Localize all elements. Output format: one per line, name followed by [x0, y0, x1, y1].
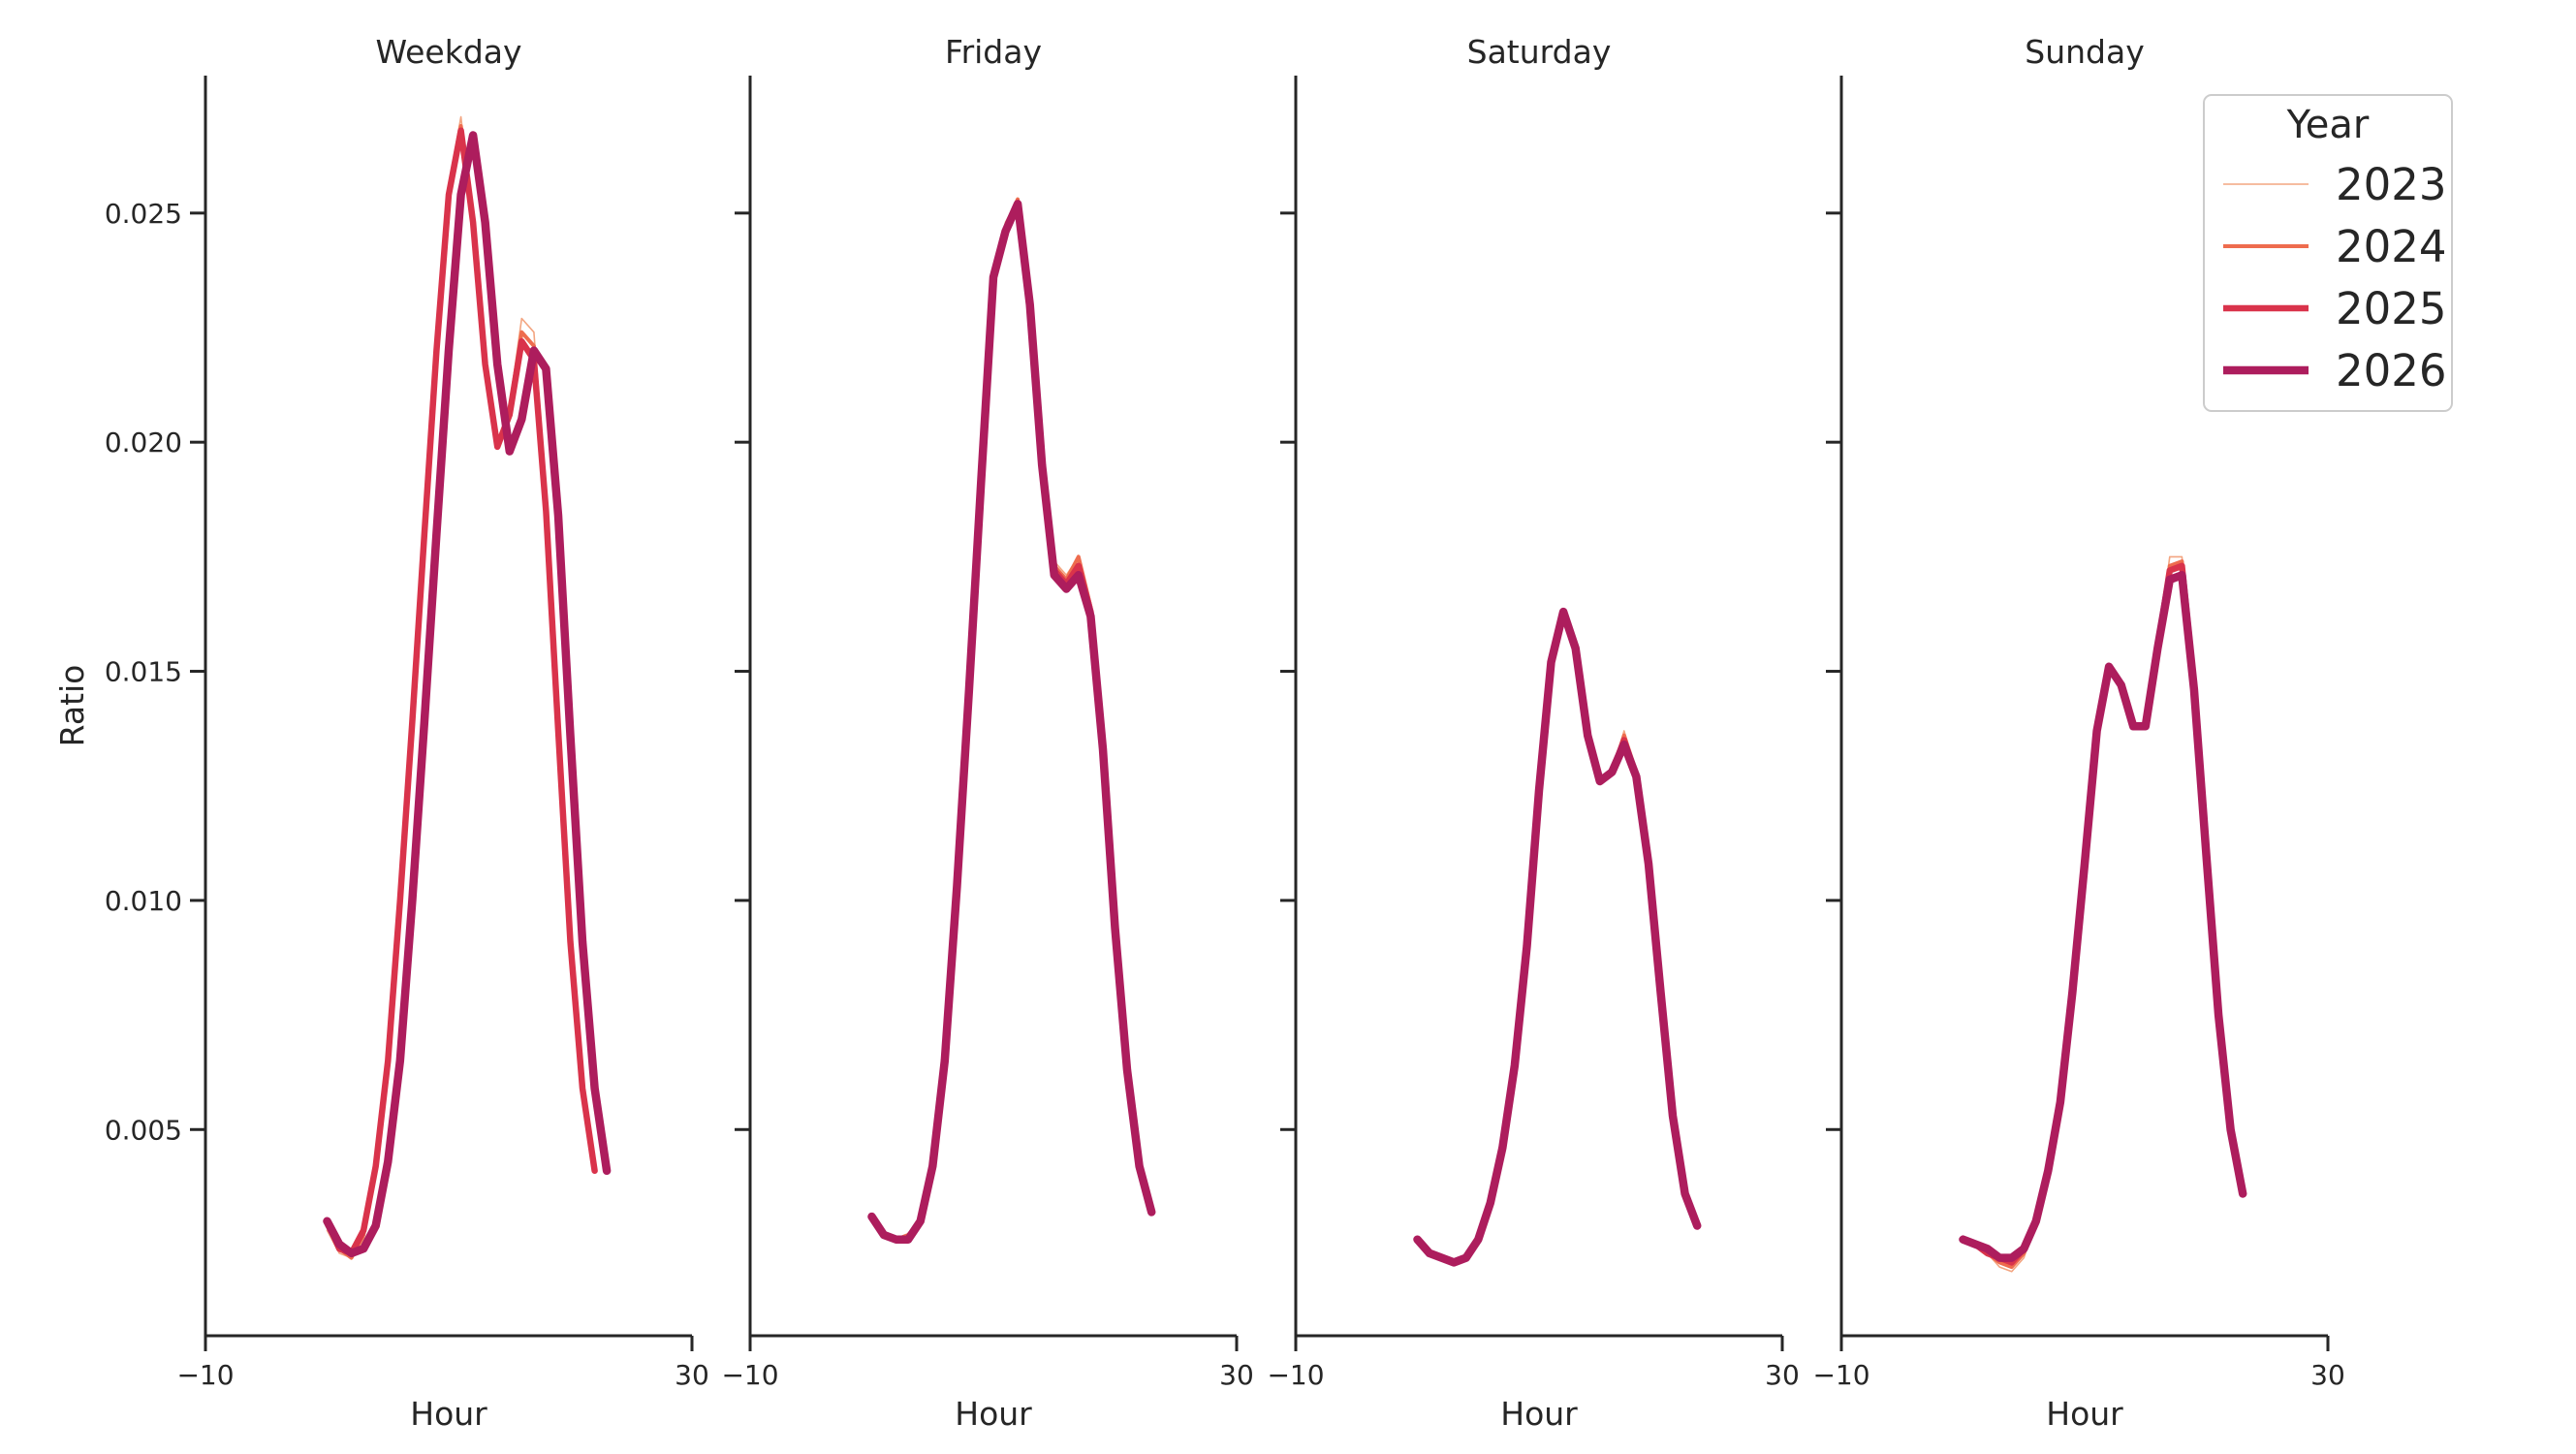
x-tick-label: −10: [1812, 1359, 1869, 1391]
y-tick-label: 0.010: [105, 885, 182, 917]
x-tick-label: 30: [675, 1359, 709, 1391]
series-line-2026: [323, 131, 612, 1258]
x-axis-label: Hour: [1500, 1395, 1578, 1433]
x-tick-label: −10: [176, 1359, 234, 1391]
y-tick-label: 0.025: [105, 198, 182, 230]
legend-label-2026: 2026: [2336, 345, 2447, 396]
x-tick-label: 30: [2310, 1359, 2345, 1391]
series-line-2024: [869, 197, 1154, 1242]
x-axis-label: Hour: [2046, 1395, 2123, 1433]
x-tick-label: 30: [1219, 1359, 1254, 1391]
series-line-2026: [1959, 571, 2247, 1262]
series-line-2026: [867, 200, 1156, 1244]
x-axis-label: Hour: [410, 1395, 487, 1433]
x-tick-label: −10: [1267, 1359, 1324, 1391]
series-line-2023: [1962, 555, 2244, 1273]
x-axis-label: Hour: [955, 1395, 1032, 1433]
series-line-2025: [1960, 562, 2246, 1266]
y-tick-label: 0.020: [105, 427, 182, 458]
legend-label-2023: 2023: [2336, 159, 2447, 210]
legend-label-2025: 2025: [2336, 283, 2447, 334]
series-line-2025: [324, 127, 598, 1257]
panel-title-friday: Friday: [945, 33, 1042, 71]
legend-title: Year: [2286, 103, 2370, 147]
series-line-2026: [1413, 607, 1702, 1267]
legend-label-2024: 2024: [2336, 221, 2447, 272]
y-tick-label: 0.005: [105, 1114, 182, 1146]
y-axis-label: Ratio: [53, 665, 91, 747]
y-tick-label: 0.015: [105, 656, 182, 688]
panel-title-weekday: Weekday: [375, 33, 521, 71]
panel-title-saturday: Saturday: [1467, 33, 1612, 71]
x-tick-label: 30: [1765, 1359, 1800, 1391]
panel-title-sunday: Sunday: [2025, 33, 2144, 71]
series-line-2023: [870, 198, 1152, 1241]
series-line-2025: [868, 201, 1155, 1243]
x-tick-label: −10: [721, 1359, 778, 1391]
legend-box: [2203, 94, 2453, 412]
series-line-2024: [1961, 559, 2246, 1270]
